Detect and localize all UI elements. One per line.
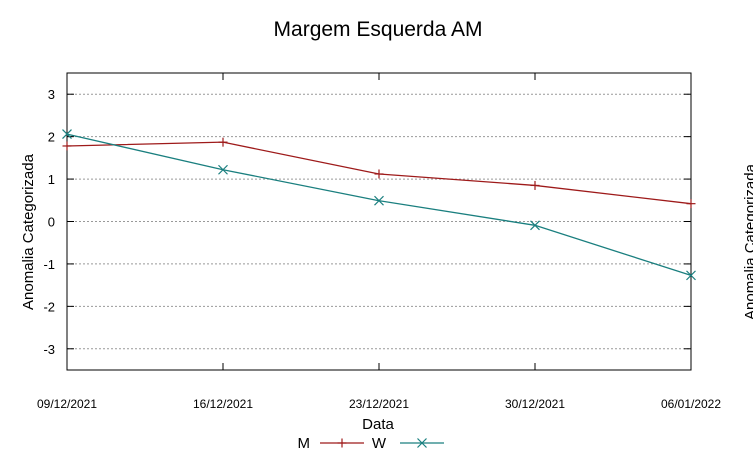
data-point — [374, 195, 384, 206]
data-point — [686, 270, 696, 281]
x-tick-label: 30/12/2021 — [505, 397, 565, 411]
series-group — [62, 129, 696, 281]
x-axis-ticks: 09/12/2021 16/12/2021 23/12/2021 30/12/2021… — [37, 73, 721, 411]
grid-lines — [67, 93, 691, 350]
x-tick-label: 06/01/2022 — [661, 397, 721, 411]
y-tick-label: -3 — [43, 342, 55, 357]
y-tick-label: 1 — [48, 172, 55, 187]
data-point — [686, 199, 696, 209]
y-tick-label: 0 — [48, 215, 55, 230]
legend-label-M: M — [298, 435, 311, 452]
data-point — [218, 137, 228, 147]
data-point — [337, 438, 347, 448]
data-point — [530, 220, 540, 231]
x-tick-label: 23/12/2021 — [349, 397, 409, 411]
y-tick-label: -2 — [43, 299, 55, 314]
data-point — [62, 129, 72, 140]
right-y-axis-label: Anomalia Categorizada — [742, 163, 753, 320]
y-tick-label: 2 — [48, 130, 55, 145]
legend-label-W: W — [372, 435, 387, 452]
data-point — [218, 164, 228, 175]
data-point — [530, 180, 540, 190]
y-axis-label: Anomalia Categorizada — [20, 153, 37, 310]
y-axis-ticks: 3 2 1 0 -1 -2 -3 — [43, 87, 691, 357]
x-axis-label: Data — [362, 416, 394, 433]
chart-title: Margem Esquerda AM — [274, 18, 483, 41]
y-tick-label: -1 — [43, 257, 55, 272]
x-tick-label: 09/12/2021 — [37, 397, 97, 411]
y-tick-label: 3 — [48, 87, 55, 102]
data-point — [62, 141, 72, 151]
series-line-W — [66, 133, 692, 277]
data-point — [374, 169, 384, 179]
data-point — [417, 438, 427, 448]
x-tick-label: 16/12/2021 — [193, 397, 253, 411]
